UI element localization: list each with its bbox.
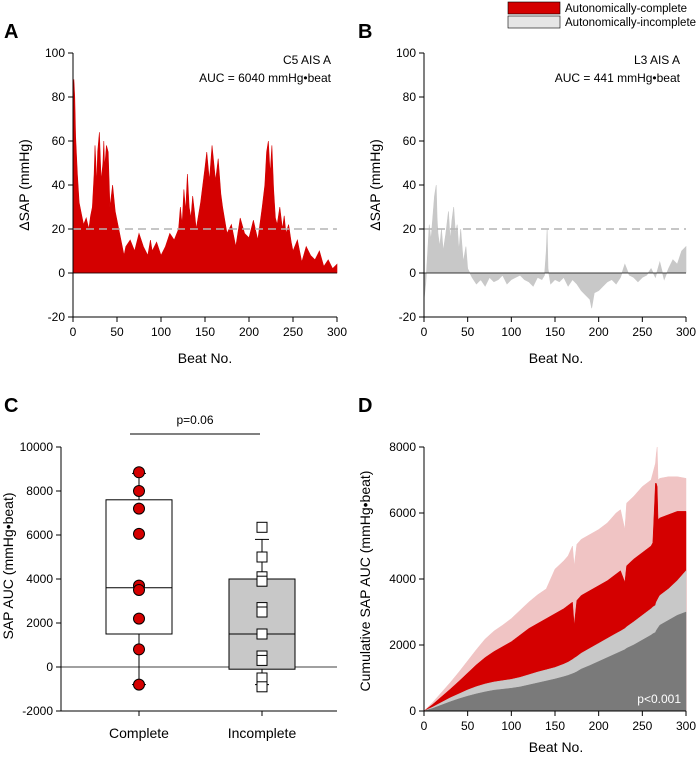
- panel-b-y-tick-label: 20: [403, 222, 417, 236]
- panel-b-xlabel: Beat No.: [529, 350, 583, 366]
- box-complete-data-point: [133, 466, 145, 479]
- legend-swatch-complete: [507, 1, 561, 15]
- panel-d-area-incomplete-mean: [423, 611, 687, 712]
- panel-c-y-tick-label: 10000: [20, 440, 54, 454]
- box-complete-data-point: [133, 584, 145, 596]
- panel-c-y-tick-label: 6000: [26, 528, 53, 542]
- panel-a-ylabel: ΔSAP (mmHg): [16, 139, 32, 231]
- panel-b-x-tick-label: 200: [589, 325, 609, 339]
- group-label-complete: Complete: [109, 725, 169, 741]
- panel-a-xlabel: Beat No.: [178, 350, 232, 366]
- group-label-incomplete: Incomplete: [228, 725, 297, 741]
- panel-b-x-tick-label: 150: [545, 325, 565, 339]
- box-incomplete-data-point: [256, 654, 268, 666]
- chart-panel-b: -20 0 20 40 60 80 100 0 50 100 150 200 250 300 L3 AIS…: [367, 46, 696, 366]
- panel-d-y-tick-label: 2000: [389, 638, 416, 652]
- panel-a-x-tick-label: 100: [151, 325, 171, 339]
- legend-swatch-incomplete: [507, 15, 561, 29]
- panel-b-area-series: [423, 184, 687, 309]
- panel-b-x-tick-label: 300: [676, 325, 696, 339]
- box-incomplete-data-point: [256, 628, 268, 640]
- box-incomplete-data-point: [256, 575, 268, 587]
- panel-d-annotation: p<0.001: [637, 692, 681, 706]
- panel-c-y-tick-label: 8000: [26, 484, 53, 498]
- box-complete-data-point: [133, 527, 145, 540]
- panel-d-marks: 0 2000 4000 6000 8000 0 50 100 150 200 250 300: [389, 440, 696, 733]
- panel-d-xlabel: Beat No.: [529, 739, 583, 755]
- panel-b-marks: -20 0 20 40 60 80 100 0 50 100 150 200 250 300: [396, 46, 696, 339]
- panel-d-y-tick-label: 6000: [389, 506, 416, 520]
- panel-a-y-tick-label: 60: [52, 134, 66, 148]
- legend-label-incomplete: Autonomically-incomplete: [565, 17, 696, 29]
- panel-d-y-tick-label: 8000: [389, 440, 416, 454]
- box-complete-data-point: [133, 612, 145, 625]
- panel-b-y-tick-label: 100: [396, 46, 416, 60]
- box-complete-data-point: [133, 502, 145, 515]
- panel-label-a: A: [4, 21, 18, 43]
- panel-a-y-tick-label: 40: [52, 178, 66, 192]
- panel-a-y-tick-label: -20: [48, 310, 66, 324]
- chart-panel-a: -20 0 20 40 60 80 100 0 50 100 150 200 250 300 C5 AIS…: [16, 46, 347, 366]
- panel-b-y-tick-label: 60: [403, 134, 417, 148]
- panel-a-area-series: [72, 79, 338, 274]
- panel-d-x-tick-label: 300: [676, 719, 696, 733]
- panel-a-x-tick-label: 300: [327, 325, 347, 339]
- box-incomplete-data-point: [256, 681, 268, 693]
- box-complete-body: [105, 499, 173, 635]
- panel-c-y-tick-label: -2000: [22, 704, 53, 718]
- panel-label-c: C: [4, 395, 18, 417]
- panel-b-title: L3 AIS A: [634, 53, 680, 67]
- panel-b-x-tick-label: 50: [461, 325, 475, 339]
- chart-panel-d: 0 2000 4000 6000 8000 0 50 100 150 200 250 300 p<0.…: [357, 440, 696, 755]
- panel-c-marks: -2000 0 2000 4000 6000 8000 10000: [20, 440, 337, 718]
- panel-c-y-tick-label: 4000: [26, 572, 53, 586]
- panel-a-y-tick-label: 100: [45, 46, 65, 60]
- panel-c-y-tick-label: 0: [46, 660, 53, 674]
- panel-b-x-tick-label: 100: [501, 325, 521, 339]
- box-complete-data-point: [133, 485, 145, 497]
- panel-a-title: C5 AIS A: [283, 53, 331, 67]
- panel-a-x-tick-label: 200: [239, 325, 259, 339]
- chart-panel-c: -2000 0 2000 4000 6000 8000 10000 p=0.06 Compl…: [0, 413, 337, 741]
- panel-a-y-tick-label: 0: [58, 266, 65, 280]
- panel-b-x-tick-label: 0: [421, 325, 428, 339]
- panel-a-y-tick-label: 80: [52, 90, 66, 104]
- panel-d-ylabel: Cumulative SAP AUC (mmHg•beat): [357, 471, 373, 692]
- panel-d-x-tick-label: 250: [632, 719, 652, 733]
- panel-label-d: D: [358, 395, 372, 417]
- panel-d-x-tick-label: 0: [421, 719, 428, 733]
- panel-c-ylabel: SAP AUC (mmHg•beat): [0, 492, 16, 639]
- box-complete-data-point: [133, 643, 145, 656]
- box-incomplete-data-point: [256, 606, 268, 618]
- legend-label-complete: Autonomically-complete: [565, 3, 687, 15]
- panel-c-y-tick-label: 2000: [26, 616, 53, 630]
- box-incomplete-data-point: [256, 521, 268, 533]
- panel-b-y-tick-label: 40: [403, 178, 417, 192]
- panel-b-x-tick-label: 250: [632, 325, 652, 339]
- box-complete-data-point: [133, 678, 145, 691]
- panel-d-y-tick-label: 0: [409, 704, 416, 718]
- panel-d-x-tick-label: 150: [545, 719, 565, 733]
- panel-d-x-tick-label: 200: [589, 719, 609, 733]
- panel-label-b: B: [358, 21, 372, 43]
- panel-b-y-tick-label: 80: [403, 90, 417, 104]
- panel-d-x-tick-label: 50: [461, 719, 475, 733]
- box-incomplete-data-point: [256, 551, 268, 563]
- panel-a-x-tick-label: 0: [70, 325, 77, 339]
- panel-a-x-tick-label: 250: [283, 325, 303, 339]
- panel-a-annotation: AUC = 6040 mmHg•beat: [199, 71, 332, 85]
- panel-a-marks: -20 0 20 40 60 80 100 0 50 100 150 200 250 300: [45, 46, 347, 339]
- significance-label: p=0.06: [176, 413, 213, 427]
- panel-a-y-tick-label: 20: [52, 222, 66, 236]
- panel-b-y-tick-label: 0: [409, 266, 416, 280]
- panel-b-annotation: AUC = 441 mmHg•beat: [555, 71, 681, 85]
- panel-a-x-tick-label: 50: [110, 325, 124, 339]
- panel-d-y-tick-label: 4000: [389, 572, 416, 586]
- panel-b-y-tick-label: -20: [399, 310, 417, 324]
- panel-a-x-tick-label: 150: [195, 325, 215, 339]
- panel-b-ylabel: ΔSAP (mmHg): [367, 139, 383, 231]
- legend: Autonomically-complete Autonomically-inc…: [507, 1, 696, 29]
- panel-d-x-tick-label: 100: [501, 719, 521, 733]
